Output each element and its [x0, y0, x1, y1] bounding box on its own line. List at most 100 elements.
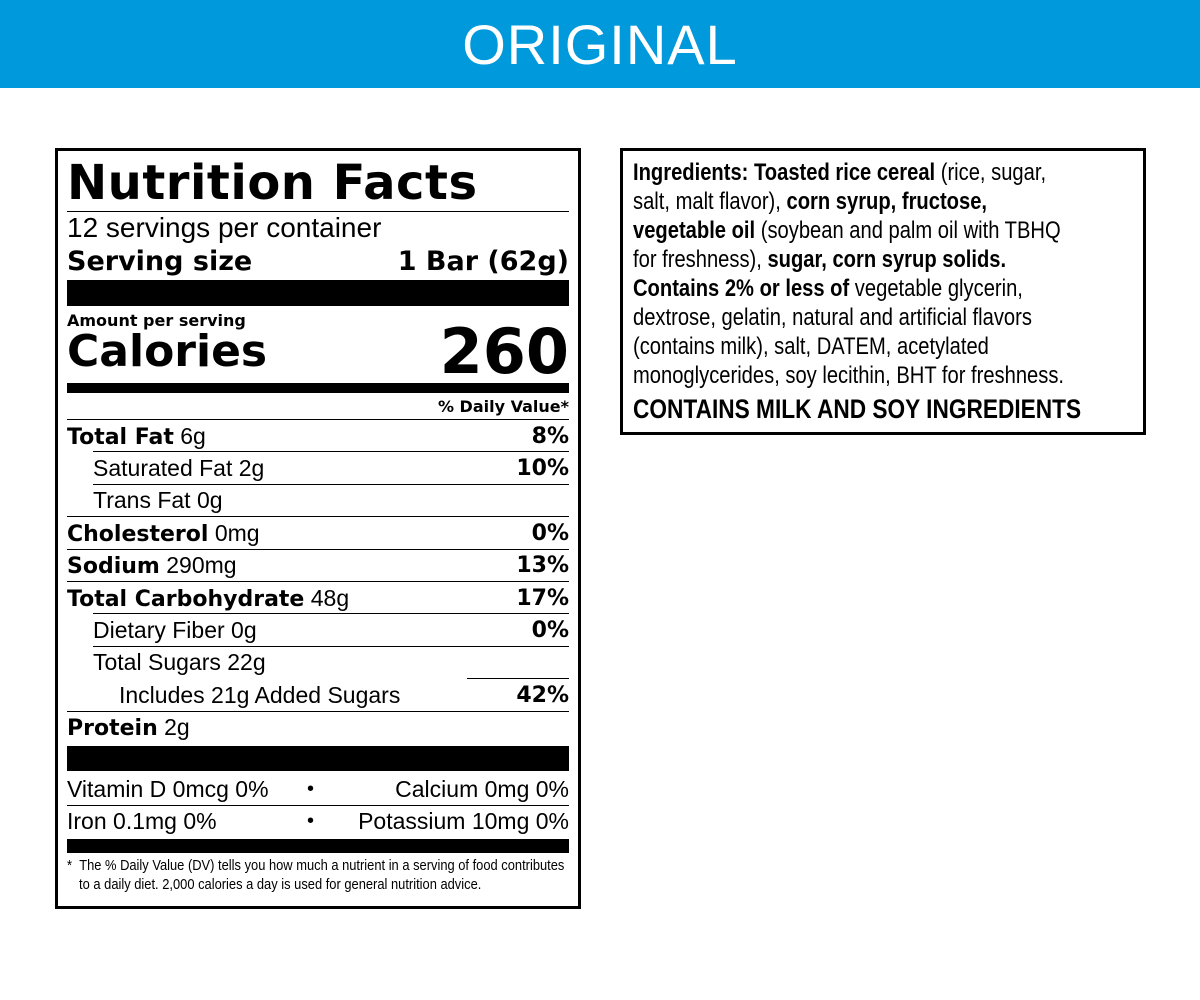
- nutrient-row: Protein 2g: [67, 712, 569, 744]
- footnote-line: to a daily diet. 2,000 calories a day is…: [79, 876, 482, 893]
- nutrient-row: Total Sugars 22g: [67, 647, 569, 679]
- nutrient-row: Cholesterol 0mg 0%: [67, 517, 569, 549]
- divider: [67, 419, 569, 420]
- ingredient-segment: sugar, corn syrup solids.: [767, 246, 1007, 273]
- ingredient-segment: corn syrup, fructose,: [786, 188, 988, 215]
- nutrient-amount: 2g: [238, 454, 265, 481]
- ingredients-panel: Ingredients: Toasted rice cereal (rice, …: [620, 148, 1146, 435]
- footnote: * The % Daily Value (DV) tells you how m…: [67, 856, 564, 894]
- ingredient-segment: monoglycerides, soy lecithin, BHT for fr…: [633, 362, 1065, 389]
- nutrient-amount: 0g: [196, 487, 223, 514]
- nutrition-facts-title: Nutrition Facts: [67, 155, 478, 211]
- amount-per-serving-label: Amount per serving: [67, 310, 246, 330]
- ingredients-line: (contains milk), salt, DATEM, acetylated: [633, 332, 1129, 361]
- divider: [93, 483, 569, 485]
- ingredient-segment: (contains milk), salt, DATEM, acetylated: [633, 333, 989, 360]
- servings-text: 12 servings per container: [67, 212, 382, 243]
- medium-divider: [67, 383, 569, 393]
- ingredient-segment: dextrose, gelatin, natural and artificia…: [633, 304, 1032, 331]
- nutrient-row: Includes 21g Added Sugars 42%: [67, 679, 569, 711]
- footnote-line: The % Daily Value (DV) tells you how muc…: [79, 857, 565, 874]
- bullet-icon: •: [307, 809, 315, 832]
- nutrient-name: Total Sugars: [93, 649, 221, 676]
- nutrient-name: Dietary Fiber: [93, 616, 225, 643]
- servings-per-container: 12 servings per container: [67, 212, 569, 243]
- allergen-statement: CONTAINS MILK AND SOY INGREDIENTS: [633, 394, 1082, 424]
- divider: [67, 516, 569, 518]
- nutrient-daily-value: 10%: [516, 455, 569, 481]
- nutrient-daily-value: 0%: [531, 520, 569, 546]
- nutrient-daily-value: 42%: [516, 682, 569, 708]
- serving-size-label: Serving size: [67, 245, 253, 277]
- divider: [93, 613, 569, 615]
- nutrient-name: Trans Fat: [93, 487, 191, 514]
- vitamin-right: Potassium 10mg 0%: [358, 807, 569, 834]
- amount-per-serving: Amount per serving: [67, 310, 569, 330]
- nutrient-row: Saturated Fat 2g 10%: [67, 452, 569, 484]
- nutrient-row: Dietary Fiber 0g 0%: [67, 614, 569, 646]
- ingredient-segment: salt, malt flavor),: [633, 188, 787, 215]
- banner-title: ORIGINAL: [462, 12, 738, 76]
- nutrient-amount: 48g: [310, 584, 350, 611]
- vitamin-left: Vitamin D 0mcg 0%: [67, 775, 269, 802]
- divider: [67, 581, 569, 582]
- ingredients-line: dextrose, gelatin, natural and artificia…: [633, 303, 1129, 332]
- nutrient-name: Includes 21g Added Sugars: [119, 681, 401, 708]
- divider: [67, 211, 569, 212]
- nutrient-daily-value: 8%: [531, 423, 569, 449]
- nutrient-name: Sodium: [67, 554, 160, 580]
- nutrient-row: Total Fat 6g 8%: [67, 420, 569, 452]
- ingredients-line: Contains 2% or less of vegetable glyceri…: [633, 274, 1129, 303]
- nutrient-name: Total Fat: [67, 424, 174, 450]
- thick-divider: [67, 746, 569, 771]
- divider: [67, 548, 569, 550]
- thick-divider: [67, 280, 569, 306]
- daily-value-header-text: % Daily Value*: [437, 396, 569, 416]
- ingredients-line: Ingredients: Toasted rice cereal (rice, …: [633, 158, 1129, 187]
- nutrient-row: Trans Fat 0g: [67, 485, 569, 517]
- footnote-mark: *: [67, 857, 73, 874]
- nutrition-facts-panel: Nutrition Facts 12 servings per containe…: [55, 148, 581, 909]
- ingredients-line: for freshness), sugar, corn syrup solids…: [633, 245, 1129, 274]
- ingredient-segment: Ingredients: Toasted rice cereal: [633, 159, 936, 186]
- serving-size-value: 1 Bar (62g): [397, 245, 569, 277]
- calories-row: Calories 260: [67, 315, 569, 388]
- nutrient-daily-value: 17%: [516, 585, 569, 611]
- nutrient-row: Sodium 290mg 13%: [67, 550, 569, 582]
- nutrient-name: Cholesterol: [67, 521, 209, 547]
- serving-size-row: Serving size 1 Bar (62g): [67, 244, 569, 278]
- product-banner: ORIGINAL: [0, 0, 1200, 88]
- daily-value-header: % Daily Value*: [67, 394, 569, 418]
- nutrient-row: Total Carbohydrate 48g 17%: [67, 582, 569, 614]
- divider: [467, 678, 569, 680]
- divider: [67, 710, 569, 712]
- vitamin-left: Iron 0.1mg 0%: [67, 807, 217, 834]
- nutrient-amount: 290mg: [166, 552, 237, 579]
- ingredient-segment: (rice, sugar,: [935, 159, 1047, 186]
- calories-value: 260: [439, 314, 569, 388]
- vitamin-row: Iron 0.1mg 0% • Potassium 10mg 0%: [67, 805, 569, 837]
- nutrient-daily-value: 0%: [531, 617, 569, 643]
- calories-label: Calories: [67, 325, 268, 377]
- ingredients-line: salt, malt flavor), corn syrup, fructose…: [633, 187, 1129, 216]
- ingredient-segment: Contains 2% or less of: [633, 275, 850, 302]
- ingredient-segment: for freshness),: [633, 246, 768, 273]
- ingredient-segment: (soybean and palm oil with TBHQ: [755, 217, 1061, 244]
- nutrient-daily-value: 13%: [516, 553, 569, 579]
- medium-divider: [67, 839, 569, 853]
- nutrient-amount: 22g: [227, 649, 266, 676]
- nutrient-amount: 0g: [231, 616, 257, 643]
- ingredients-line: monoglycerides, soy lecithin, BHT for fr…: [633, 361, 1129, 390]
- vitamin-row: Vitamin D 0mcg 0% • Calcium 0mg 0%: [67, 773, 569, 805]
- nutrient-name: Saturated Fat: [93, 454, 233, 481]
- divider: [67, 805, 569, 806]
- nutrient-amount: 0mg: [214, 519, 260, 546]
- vitamin-right: Calcium 0mg 0%: [395, 775, 569, 802]
- ingredient-segment: vegetable oil: [633, 217, 756, 244]
- ingredient-segment: vegetable glycerin,: [849, 275, 1023, 302]
- nutrient-amount: 2g: [164, 714, 190, 741]
- ingredients-line: vegetable oil (soybean and palm oil with…: [633, 216, 1129, 245]
- nutrient-name: Protein: [67, 716, 158, 742]
- bullet-icon: •: [307, 777, 315, 800]
- nutrient-name: Total Carbohydrate: [67, 586, 305, 612]
